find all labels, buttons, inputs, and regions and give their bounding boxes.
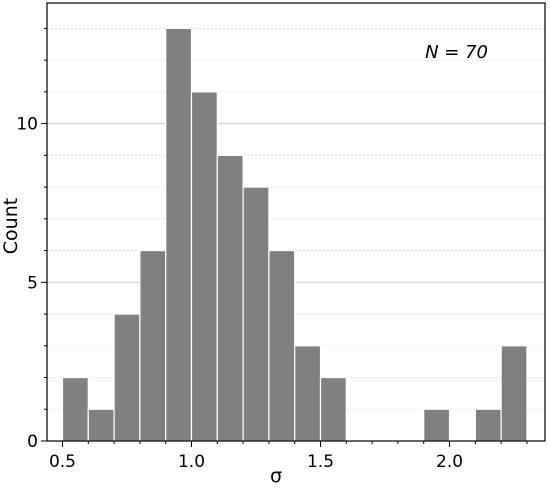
histogram-bar-12 — [423, 408, 451, 442]
histogram-bar-7 — [216, 154, 244, 442]
histogram-bar-5 — [165, 27, 193, 442]
x-axis-title: σ — [270, 465, 282, 487]
y-axis-title: Count — [0, 198, 22, 254]
histogram-bar-14 — [500, 345, 528, 442]
histogram-bar-3 — [113, 313, 141, 442]
histogram-bar-10 — [294, 345, 322, 442]
histogram-bar-2 — [87, 408, 115, 442]
sample-size-annotation: N = 70 — [425, 42, 488, 63]
axes-layer — [46, 2, 546, 442]
histogram-bar-8 — [242, 186, 270, 442]
x-tick-label: 1.0 — [178, 452, 205, 472]
y-tick-label: 0 — [27, 432, 38, 452]
histogram-bar-1 — [61, 376, 89, 442]
histogram-bar-9 — [268, 249, 296, 442]
bars-layer — [61, 27, 528, 442]
histogram-bar-4 — [139, 249, 167, 442]
histogram-bar-11 — [319, 376, 347, 442]
y-tick-label: 5 — [27, 273, 38, 293]
y-tick-label: 10 — [16, 115, 38, 135]
ticks-layer: 0.5 1.0 1.5 2.0 0 5 10 — [16, 27, 528, 472]
histogram-bar-13 — [474, 408, 502, 442]
plot-frame — [46, 2, 546, 442]
x-tick-label: 0.5 — [49, 452, 76, 472]
x-tick-label: 1.5 — [307, 452, 334, 472]
histogram-bar-6 — [190, 91, 218, 442]
x-tick-label: 2.0 — [436, 452, 463, 472]
